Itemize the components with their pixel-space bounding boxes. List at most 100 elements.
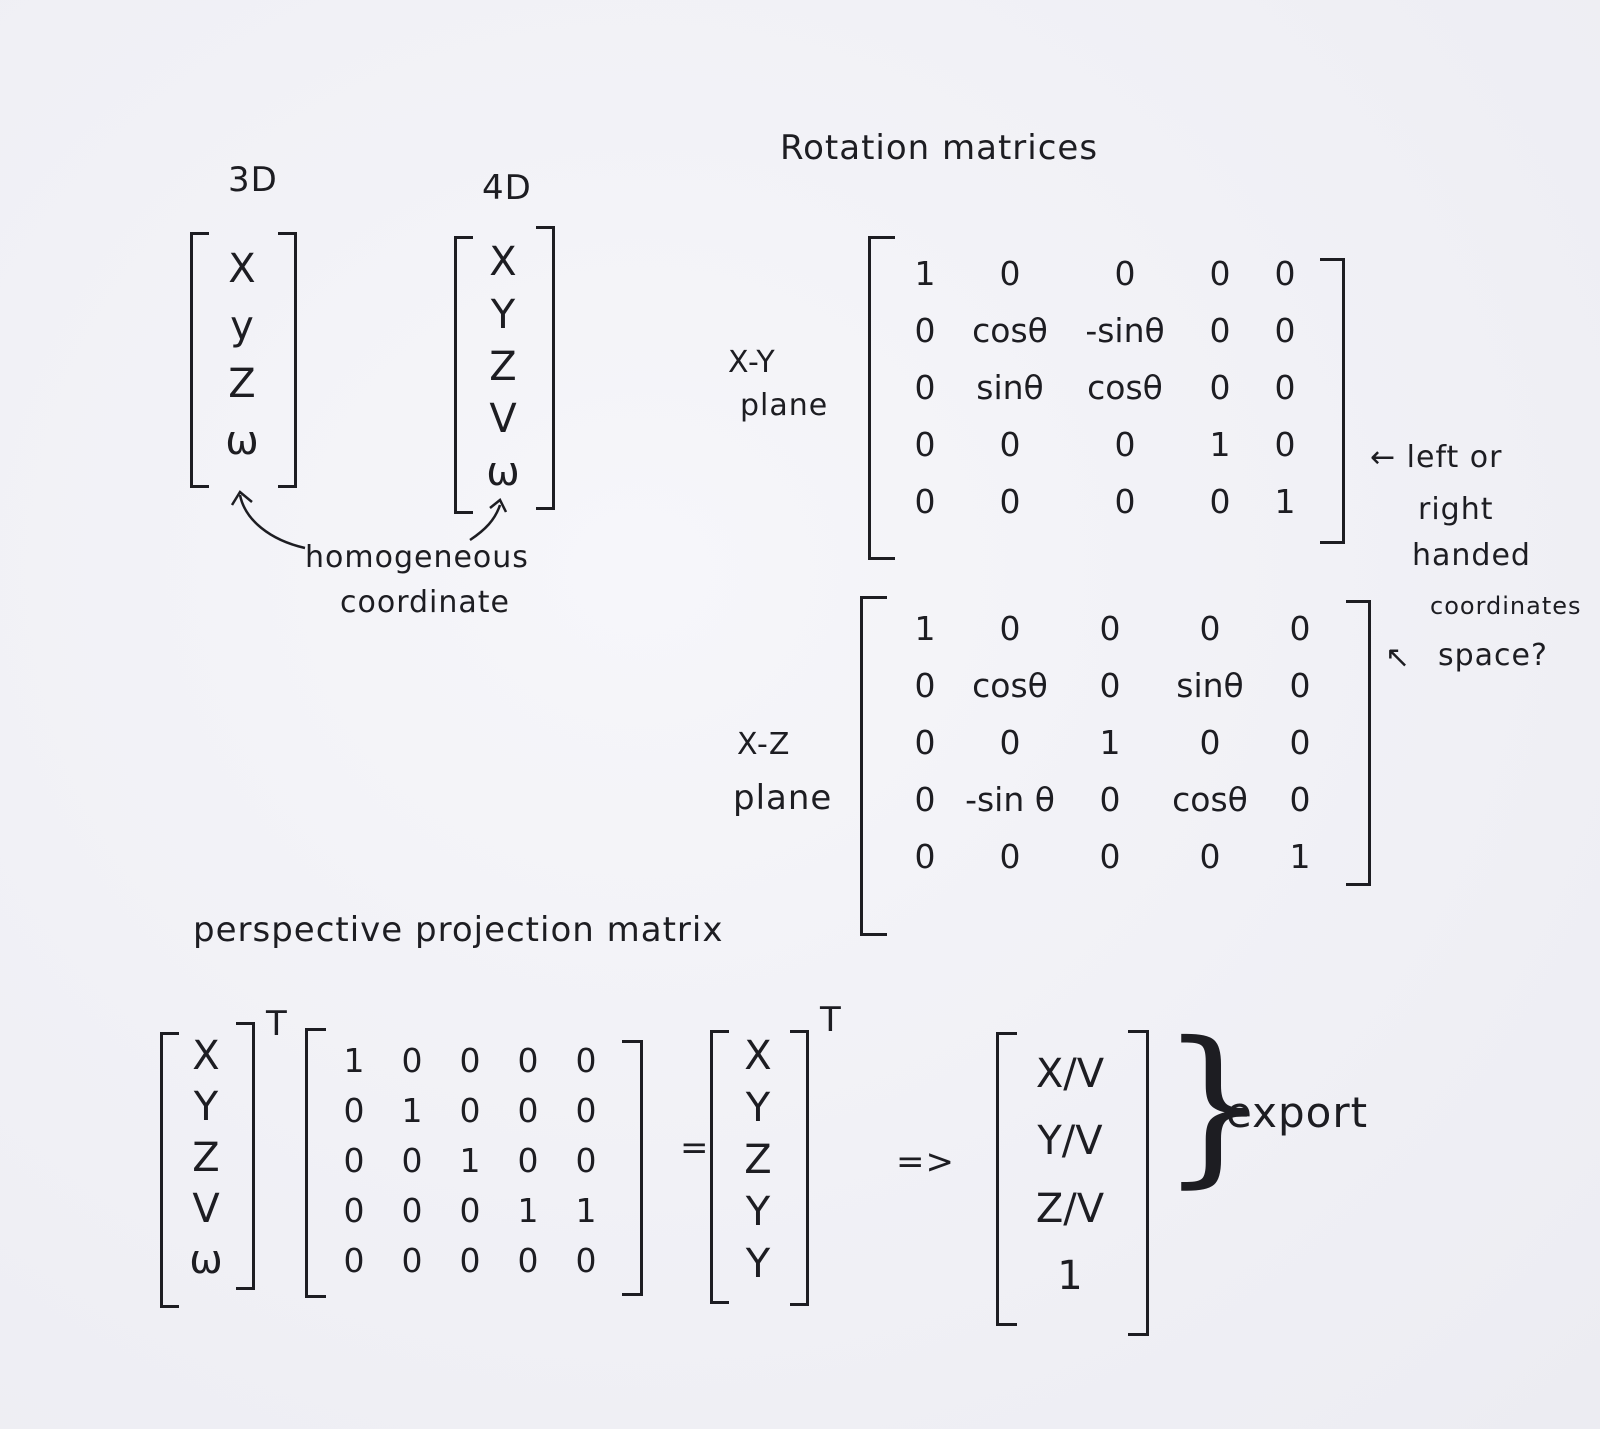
arrow-icon: ↖ bbox=[1385, 640, 1412, 675]
matrix-cell: 0 bbox=[914, 311, 936, 350]
matrix-cell: cosθ bbox=[972, 666, 1048, 705]
persp-result-left-bracket bbox=[710, 1030, 729, 1304]
matrix-cell: 1 bbox=[459, 1140, 481, 1180]
matrix-cell: 0 bbox=[401, 1040, 423, 1080]
matrix-cell: cosθ bbox=[1172, 780, 1248, 819]
vec3d-right-bracket bbox=[278, 232, 297, 488]
handed-note-1: ← left or bbox=[1370, 440, 1503, 475]
persp-result-right-bracket bbox=[790, 1030, 809, 1306]
matrix-cell: 0 bbox=[1209, 368, 1231, 407]
matrix-cell: -sin θ bbox=[965, 780, 1055, 819]
matrix-cell: 0 bbox=[401, 1140, 423, 1180]
vec4d-entry: Z bbox=[489, 343, 517, 390]
transpose-mark: T bbox=[820, 1000, 842, 1040]
export-label: export bbox=[1226, 1088, 1369, 1137]
persp-input-vector: X Y Z V ω bbox=[176, 1030, 236, 1286]
equals-sign: = bbox=[680, 1128, 710, 1168]
matrix-cell: 0 bbox=[575, 1240, 597, 1280]
matrix-cell: sinθ bbox=[976, 368, 1044, 407]
matrix-cell: 0 bbox=[914, 837, 936, 876]
matrix-cell: 0 bbox=[914, 482, 936, 521]
vec3d-entry: ω bbox=[225, 418, 259, 465]
label-3d: 3D bbox=[228, 160, 278, 200]
matrix-cell: 0 bbox=[1114, 254, 1136, 293]
persp-input-left-bracket bbox=[160, 1032, 179, 1308]
matrix-cell: 0 bbox=[343, 1140, 365, 1180]
matrix-cell: 0 bbox=[1274, 254, 1296, 293]
handed-note-4: coordinates bbox=[1430, 592, 1582, 620]
matrix-cell: 0 bbox=[401, 1190, 423, 1230]
matrix-cell: 0 bbox=[1209, 482, 1231, 521]
matrix-cell: cosθ bbox=[972, 311, 1048, 350]
matrix-cell: 0 bbox=[1274, 425, 1296, 464]
vec4d-entry: Y bbox=[490, 291, 516, 338]
persp-result-entry: Y bbox=[745, 1085, 771, 1131]
vec3d-entry: X bbox=[228, 245, 256, 292]
export-entry: Z/V bbox=[1035, 1185, 1105, 1232]
matrix-cell: 0 bbox=[517, 1040, 539, 1080]
arrow-to-4d-w bbox=[469, 504, 502, 542]
matrix-cell: -sinθ bbox=[1085, 311, 1165, 350]
matrix-cell: 0 bbox=[1099, 609, 1121, 648]
export-right-bracket bbox=[1128, 1030, 1149, 1336]
xz-plane-label-2: plane bbox=[733, 778, 833, 818]
coordinate-label: coordinate bbox=[340, 585, 511, 620]
export-left-bracket bbox=[996, 1032, 1017, 1326]
matrix-cell: 0 bbox=[1199, 609, 1221, 648]
persp-input-entry: V bbox=[192, 1186, 220, 1233]
handed-note-2: right bbox=[1418, 492, 1494, 527]
vec4d-right-bracket bbox=[536, 226, 555, 510]
vec4d: X Y Z V ω bbox=[470, 236, 536, 498]
export-vector: X/V Y/V Z/V 1 bbox=[1014, 1040, 1126, 1310]
persp-input-entry: ω bbox=[189, 1237, 223, 1284]
matrix-cell: 0 bbox=[999, 723, 1021, 762]
matrix-cell: 1 bbox=[914, 254, 936, 293]
matrix-cell: 0 bbox=[999, 609, 1021, 648]
persp-input-entry: Z bbox=[192, 1134, 220, 1181]
rot-xy-left-bracket bbox=[868, 236, 895, 560]
rot-xz-right-bracket bbox=[1346, 600, 1371, 886]
brace-icon: } bbox=[1160, 1006, 1270, 1204]
matrix-cell: 1 bbox=[1099, 723, 1121, 762]
rot-xy-right-bracket bbox=[1320, 258, 1345, 544]
matrix-cell: 0 bbox=[459, 1090, 481, 1130]
persp-result-vector: X Y Z Y Y bbox=[726, 1030, 790, 1290]
persp-matrix-right-bracket bbox=[622, 1040, 643, 1296]
matrix-cell: 1 bbox=[401, 1090, 423, 1130]
matrix-cell: 0 bbox=[1209, 311, 1231, 350]
matrix-cell: 0 bbox=[999, 254, 1021, 293]
vec4d-entry: ω bbox=[486, 448, 520, 495]
vec4d-entry: X bbox=[489, 239, 517, 286]
xy-plane-label-2: plane bbox=[740, 388, 829, 423]
matrix-cell: 0 bbox=[914, 723, 936, 762]
vec3d: X y Z ω bbox=[206, 240, 278, 470]
perspective-title: perspective projection matrix bbox=[193, 910, 724, 950]
matrix-cell: 0 bbox=[401, 1240, 423, 1280]
matrix-cell: 0 bbox=[575, 1140, 597, 1180]
arrowhead-icon bbox=[489, 498, 508, 513]
vec3d-entry: Z bbox=[228, 360, 256, 407]
matrix-cell: 0 bbox=[1209, 254, 1231, 293]
matrix-cell: 0 bbox=[999, 425, 1021, 464]
vec3d-left-bracket bbox=[190, 232, 209, 488]
matrix-cell: 1 bbox=[1289, 837, 1311, 876]
matrix-cell: 0 bbox=[1289, 609, 1311, 648]
label-4d: 4D bbox=[482, 168, 532, 208]
matrix-cell: 0 bbox=[459, 1240, 481, 1280]
persp-result-entry: Y bbox=[745, 1241, 771, 1287]
matrix-cell: 0 bbox=[914, 780, 936, 819]
homogeneous-label: homogeneous bbox=[305, 540, 529, 575]
matrix-cell: 0 bbox=[999, 482, 1021, 521]
xy-plane-label-1: X-Y bbox=[728, 345, 776, 380]
matrix-cell: 0 bbox=[575, 1090, 597, 1130]
implies-arrow: => bbox=[896, 1142, 955, 1182]
vec3d-entry: y bbox=[230, 303, 254, 350]
persp-input-entry: Y bbox=[193, 1083, 219, 1130]
persp-input-right-bracket bbox=[236, 1022, 255, 1290]
matrix-cell: 0 bbox=[914, 425, 936, 464]
arrowhead-icon bbox=[230, 490, 253, 506]
matrix-cell: 0 bbox=[1114, 425, 1136, 464]
